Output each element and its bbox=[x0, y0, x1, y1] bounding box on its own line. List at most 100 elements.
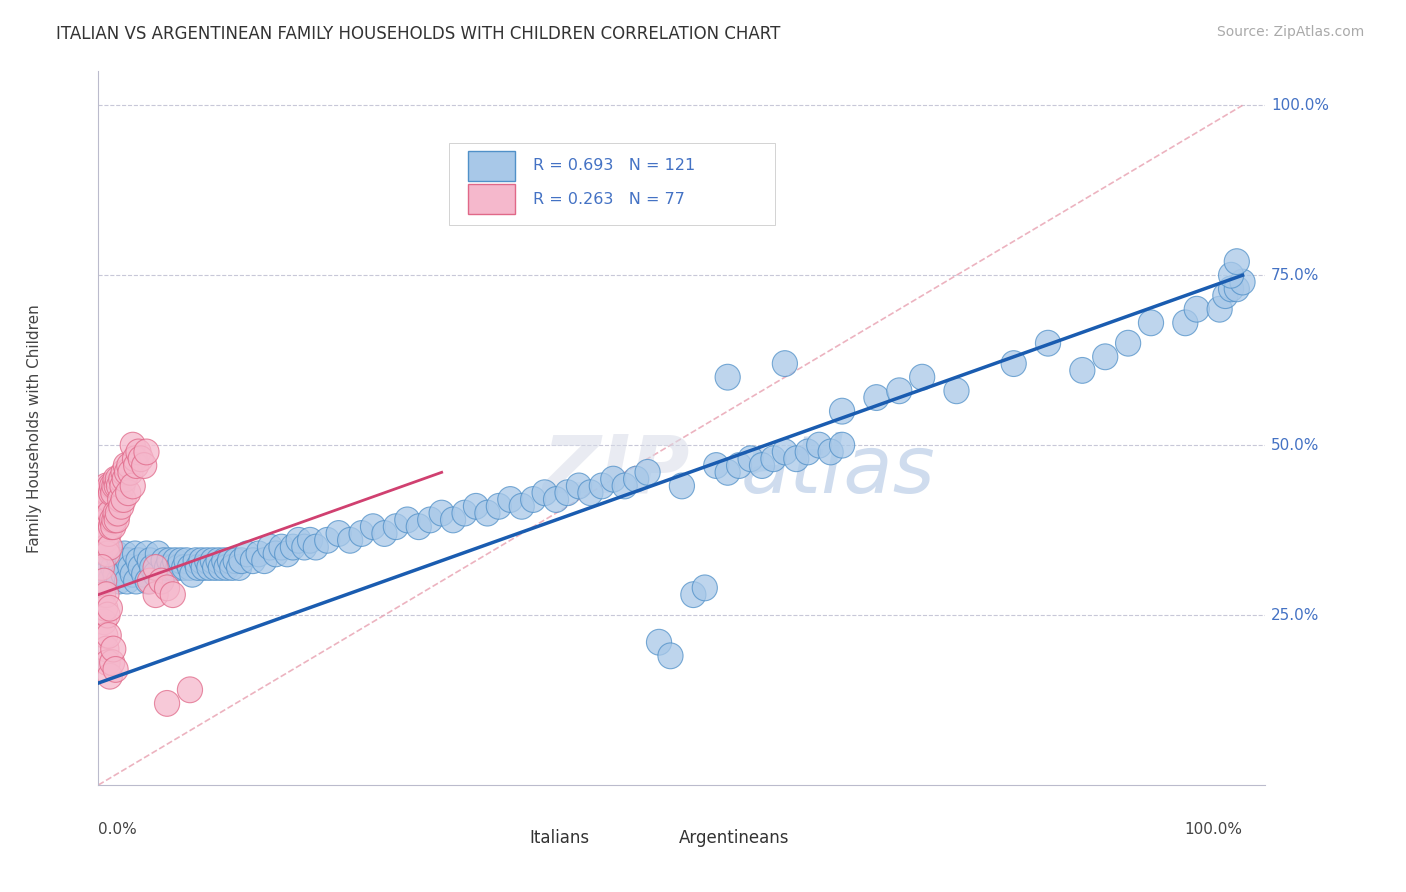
Ellipse shape bbox=[636, 459, 661, 485]
Ellipse shape bbox=[124, 452, 149, 478]
Ellipse shape bbox=[600, 467, 626, 492]
Text: atlas: atlas bbox=[741, 432, 935, 510]
Ellipse shape bbox=[197, 555, 222, 581]
Ellipse shape bbox=[285, 527, 311, 553]
Ellipse shape bbox=[105, 500, 131, 526]
Ellipse shape bbox=[155, 575, 180, 601]
Ellipse shape bbox=[111, 561, 136, 587]
Ellipse shape bbox=[97, 534, 122, 560]
Ellipse shape bbox=[1173, 310, 1198, 335]
Text: 75.0%: 75.0% bbox=[1271, 268, 1319, 283]
Ellipse shape bbox=[418, 507, 443, 533]
Ellipse shape bbox=[101, 473, 127, 499]
Ellipse shape bbox=[100, 548, 125, 574]
Ellipse shape bbox=[235, 541, 260, 566]
Ellipse shape bbox=[132, 561, 157, 587]
Ellipse shape bbox=[94, 473, 120, 499]
Ellipse shape bbox=[349, 521, 374, 547]
Ellipse shape bbox=[200, 548, 225, 574]
Ellipse shape bbox=[89, 487, 114, 512]
Text: 50.0%: 50.0% bbox=[1271, 438, 1319, 452]
Ellipse shape bbox=[101, 514, 127, 540]
Ellipse shape bbox=[1225, 276, 1250, 301]
Ellipse shape bbox=[97, 568, 122, 594]
Ellipse shape bbox=[326, 521, 352, 547]
Ellipse shape bbox=[91, 555, 117, 581]
Ellipse shape bbox=[100, 507, 125, 533]
Text: 0.0%: 0.0% bbox=[98, 822, 138, 838]
Ellipse shape bbox=[749, 452, 775, 478]
Ellipse shape bbox=[202, 555, 228, 581]
Ellipse shape bbox=[117, 452, 142, 478]
Ellipse shape bbox=[104, 473, 129, 499]
Ellipse shape bbox=[97, 595, 122, 621]
Ellipse shape bbox=[555, 480, 581, 506]
Ellipse shape bbox=[98, 514, 124, 540]
Ellipse shape bbox=[91, 568, 117, 594]
Ellipse shape bbox=[103, 561, 128, 587]
Ellipse shape bbox=[120, 433, 145, 458]
Ellipse shape bbox=[94, 500, 120, 526]
Ellipse shape bbox=[647, 630, 672, 655]
Ellipse shape bbox=[143, 555, 169, 581]
Ellipse shape bbox=[208, 555, 233, 581]
Ellipse shape bbox=[107, 473, 132, 499]
Ellipse shape bbox=[219, 555, 245, 581]
Ellipse shape bbox=[544, 487, 568, 512]
Ellipse shape bbox=[166, 555, 191, 581]
Ellipse shape bbox=[406, 514, 432, 540]
Ellipse shape bbox=[155, 555, 180, 581]
Ellipse shape bbox=[93, 623, 118, 648]
Ellipse shape bbox=[138, 568, 163, 594]
Ellipse shape bbox=[114, 568, 139, 594]
Ellipse shape bbox=[910, 364, 935, 390]
Ellipse shape bbox=[122, 446, 148, 472]
Ellipse shape bbox=[93, 493, 118, 519]
Ellipse shape bbox=[120, 473, 145, 499]
Ellipse shape bbox=[623, 467, 648, 492]
Ellipse shape bbox=[174, 548, 200, 574]
Ellipse shape bbox=[337, 527, 363, 553]
Ellipse shape bbox=[384, 514, 409, 540]
Ellipse shape bbox=[89, 555, 114, 581]
Ellipse shape bbox=[589, 473, 614, 499]
Ellipse shape bbox=[96, 602, 120, 628]
Ellipse shape bbox=[143, 582, 169, 607]
Text: ITALIAN VS ARGENTINEAN FAMILY HOUSEHOLDS WITH CHILDREN CORRELATION CHART: ITALIAN VS ARGENTINEAN FAMILY HOUSEHOLDS… bbox=[56, 25, 780, 43]
Ellipse shape bbox=[96, 507, 120, 533]
Ellipse shape bbox=[498, 487, 523, 512]
Ellipse shape bbox=[1139, 310, 1164, 335]
Ellipse shape bbox=[160, 582, 186, 607]
Text: ZIP: ZIP bbox=[541, 432, 689, 510]
Ellipse shape bbox=[103, 657, 128, 682]
Bar bbox=[644, 822, 689, 849]
Ellipse shape bbox=[120, 561, 145, 587]
Ellipse shape bbox=[863, 384, 889, 410]
Ellipse shape bbox=[93, 527, 118, 553]
Ellipse shape bbox=[97, 664, 122, 690]
Text: R = 0.263   N = 77: R = 0.263 N = 77 bbox=[533, 192, 685, 207]
Ellipse shape bbox=[111, 487, 136, 512]
Ellipse shape bbox=[772, 351, 797, 376]
Text: Family Households with Children: Family Households with Children bbox=[27, 304, 42, 552]
Ellipse shape bbox=[101, 480, 127, 506]
Ellipse shape bbox=[1219, 276, 1244, 301]
Ellipse shape bbox=[246, 541, 271, 566]
Ellipse shape bbox=[108, 487, 132, 512]
Ellipse shape bbox=[104, 507, 129, 533]
Ellipse shape bbox=[224, 548, 249, 574]
Ellipse shape bbox=[104, 541, 129, 566]
FancyBboxPatch shape bbox=[449, 143, 775, 225]
Ellipse shape bbox=[1001, 351, 1026, 376]
Ellipse shape bbox=[716, 459, 741, 485]
Ellipse shape bbox=[360, 514, 385, 540]
Ellipse shape bbox=[451, 500, 477, 526]
Ellipse shape bbox=[110, 473, 135, 499]
Ellipse shape bbox=[150, 548, 176, 574]
Ellipse shape bbox=[163, 548, 187, 574]
Ellipse shape bbox=[177, 677, 202, 703]
Ellipse shape bbox=[132, 452, 157, 478]
Ellipse shape bbox=[531, 480, 557, 506]
Ellipse shape bbox=[172, 555, 197, 581]
Ellipse shape bbox=[101, 555, 127, 581]
